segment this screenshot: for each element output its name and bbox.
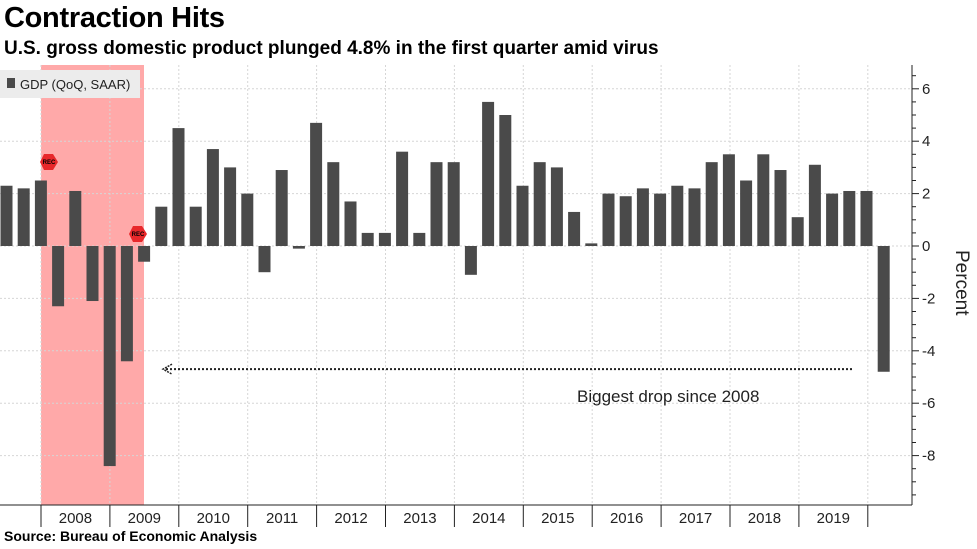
annotation-arrow-head	[161, 363, 173, 375]
y-axis: 6 4 2 0 -2 -4 -6 -8	[911, 65, 935, 505]
bar-2008Q1	[52, 246, 65, 307]
y-tick-label: 0	[922, 238, 930, 255]
bar-2016Q4	[654, 193, 667, 246]
bar-2009Q3	[155, 206, 168, 246]
recession-marker: REC	[129, 226, 147, 242]
rec-marker-label: REC	[43, 160, 56, 166]
bar-2007Q3	[34, 180, 47, 246]
bar-2009Q4	[172, 128, 185, 246]
recession-markers: REC REC	[40, 154, 147, 242]
legend-box	[0, 70, 140, 98]
bar-2016Q3	[636, 188, 649, 246]
legend: GDP (QoQ, SAAR)	[0, 70, 140, 98]
bar-2013Q1	[396, 151, 409, 246]
bar-2008Q4	[103, 246, 116, 467]
bar-2011Q1	[258, 246, 271, 273]
bar-2020Q1	[877, 246, 890, 372]
bar-2017Q4	[722, 154, 735, 246]
bar-2007Q2	[17, 188, 30, 246]
annotation: Biggest drop since 2008	[161, 363, 852, 406]
legend-swatch	[7, 78, 15, 88]
bar-2018Q4	[791, 217, 804, 246]
bar-2017Q2	[688, 188, 701, 246]
bar-2013Q2	[413, 232, 426, 246]
bar-2009Q1	[120, 246, 133, 362]
bar-2008Q2	[69, 190, 82, 246]
y-tick-label: -4	[922, 343, 935, 360]
y-axis-label: Percent	[951, 250, 972, 316]
bar-2014Q1	[464, 246, 477, 275]
bar-2007Q1	[0, 185, 13, 246]
x-axis: 2008 2009 2010 2011 2012 2013 2014 2015 2016 2017…	[0, 504, 912, 527]
x-tick-label: 2017	[679, 510, 712, 527]
bar-2019Q4	[860, 190, 873, 246]
bar-2014Q4	[516, 185, 529, 246]
bar-2015Q1	[533, 162, 546, 246]
x-tick-label: 2014	[472, 510, 505, 527]
bar-2017Q1	[671, 185, 684, 246]
bar-2018Q2	[757, 154, 770, 246]
bar-2016Q2	[619, 196, 632, 246]
bar-2010Q1	[189, 206, 202, 246]
x-tick-label: 2011	[266, 510, 298, 527]
source-note: Source: Bureau of Economic Analysis	[4, 528, 258, 544]
bar-2008Q3	[86, 246, 99, 302]
bar-2011Q3	[292, 246, 305, 249]
recession-marker: REC	[40, 154, 58, 170]
bar-series	[0, 101, 890, 467]
bar-2011Q2	[275, 170, 288, 246]
x-tick-label: 2018	[748, 510, 781, 527]
bar-2012Q3	[361, 232, 374, 246]
bar-2015Q4	[585, 243, 598, 246]
x-tick-label: 2015	[541, 510, 574, 527]
chart-title: Contraction Hits	[4, 2, 225, 34]
bar-2012Q1	[327, 162, 340, 246]
legend-label: GDP (QoQ, SAAR)	[20, 77, 130, 92]
y-tick-label: -6	[922, 395, 935, 412]
bar-2012Q4	[378, 232, 391, 246]
bar-2015Q2	[550, 167, 563, 246]
bar-2019Q2	[826, 193, 839, 246]
bar-2010Q2	[206, 149, 219, 246]
bar-2009Q2	[138, 246, 151, 262]
y-tick-label: 6	[922, 81, 930, 98]
x-tick-label: 2009	[128, 510, 161, 527]
bar-2016Q1	[602, 193, 615, 246]
bar-2014Q3	[499, 115, 512, 246]
y-tick-label: 4	[922, 133, 930, 150]
y-tick-label: 2	[922, 186, 930, 203]
bar-2017Q3	[705, 162, 718, 246]
bar-2010Q4	[241, 193, 254, 246]
x-tick-label: 2016	[610, 510, 643, 527]
rec-marker-shape	[40, 154, 58, 170]
x-tick-label: 2013	[403, 510, 436, 527]
rec-marker-shape	[129, 226, 147, 242]
bar-2015Q3	[568, 211, 581, 246]
x-tick-label: 2010	[197, 510, 230, 527]
bar-2012Q2	[344, 201, 357, 246]
x-tick-label: 2012	[334, 510, 367, 527]
bar-2013Q4	[447, 162, 460, 246]
bar-2018Q1	[740, 180, 753, 246]
x-tick-label: 2008	[59, 510, 92, 527]
bar-2013Q3	[430, 162, 443, 246]
chart-subtitle: U.S. gross domestic product plunged 4.8%…	[4, 38, 659, 59]
y-tick-label: -8	[922, 448, 935, 465]
bar-2011Q4	[310, 122, 323, 246]
bar-2018Q3	[774, 170, 787, 246]
bar-2014Q2	[482, 101, 495, 247]
rec-marker-label: REC	[132, 232, 145, 238]
bar-2010Q3	[224, 167, 237, 246]
annotation-text: Biggest drop since 2008	[577, 387, 759, 406]
x-tick-label: 2019	[817, 510, 850, 527]
bar-2019Q1	[808, 164, 821, 246]
bar-2019Q3	[843, 190, 856, 246]
y-tick-label: -2	[922, 290, 935, 307]
